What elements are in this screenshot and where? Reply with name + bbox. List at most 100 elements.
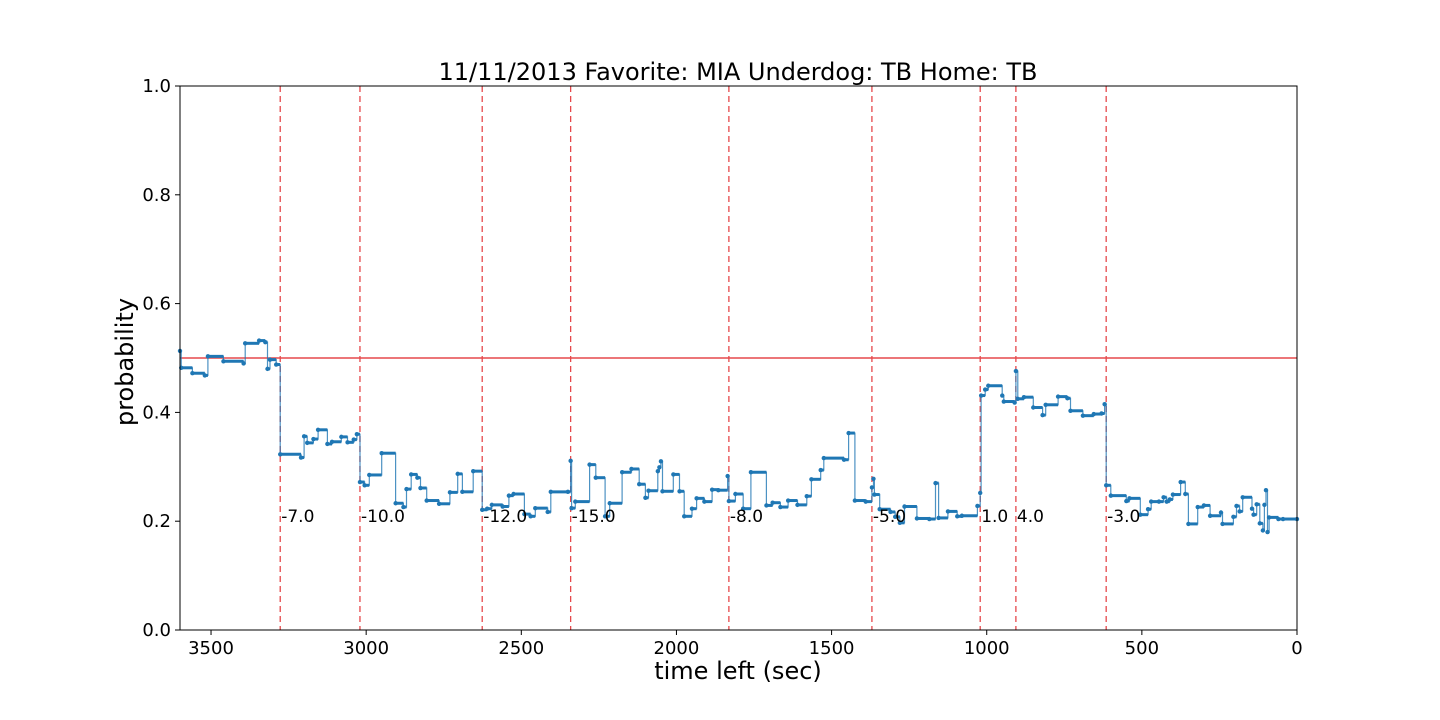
event-label: -8.0 xyxy=(730,507,763,527)
x-tick-label: 3000 xyxy=(343,638,389,659)
data-point xyxy=(982,387,988,392)
data-point xyxy=(565,489,571,495)
data-point xyxy=(694,496,699,501)
data-point xyxy=(846,430,851,436)
data-point xyxy=(657,465,662,470)
data-point xyxy=(795,502,800,508)
data-point xyxy=(408,472,414,477)
data-point xyxy=(489,502,495,508)
data-point xyxy=(778,504,783,510)
data-point xyxy=(278,452,283,457)
data-point xyxy=(1127,496,1132,501)
data-point xyxy=(809,477,814,482)
data-point xyxy=(646,488,651,493)
data-point xyxy=(1170,492,1176,497)
y-tick-label: 0.2 xyxy=(142,511,171,532)
data-point xyxy=(1263,487,1269,493)
data-point xyxy=(877,507,882,512)
data-point xyxy=(888,509,893,515)
data-point xyxy=(1266,515,1272,520)
data-point xyxy=(821,455,827,461)
data-point xyxy=(863,499,868,504)
data-point xyxy=(379,451,384,456)
data-point xyxy=(872,492,877,497)
data-point xyxy=(404,486,409,492)
data-point xyxy=(1231,514,1236,520)
data-point xyxy=(460,489,465,495)
data-point xyxy=(1186,521,1191,527)
data-point xyxy=(852,498,858,503)
data-point xyxy=(637,482,642,487)
x-tick-label: 500 xyxy=(1125,638,1159,659)
data-point xyxy=(329,439,335,444)
data-point xyxy=(841,457,847,462)
data-point xyxy=(975,503,980,509)
data-point xyxy=(1262,502,1267,508)
data-point xyxy=(447,490,453,495)
data-point xyxy=(500,504,505,509)
data-point xyxy=(511,491,516,497)
data-point xyxy=(770,500,775,505)
data-point xyxy=(1103,483,1109,488)
data-point xyxy=(733,491,738,497)
data-point xyxy=(1001,399,1006,404)
chart-title: 11/11/2013 Favorite: MIA Underdog: TB Ho… xyxy=(439,58,1038,86)
event-label: 1.0 xyxy=(981,507,1008,527)
data-point xyxy=(740,506,746,511)
data-point xyxy=(1161,495,1166,500)
x-tick-label: 2500 xyxy=(498,638,544,659)
data-point xyxy=(1276,516,1281,522)
data-point xyxy=(190,371,195,376)
data-point xyxy=(1065,396,1070,401)
data-point xyxy=(726,498,732,504)
data-point xyxy=(1280,516,1286,522)
data-point xyxy=(660,489,665,494)
data-point xyxy=(548,489,553,495)
data-point xyxy=(1021,394,1027,400)
data-point xyxy=(1012,400,1017,405)
data-point xyxy=(1156,499,1162,504)
data-point xyxy=(748,470,754,475)
data-point xyxy=(436,501,442,506)
data-point xyxy=(418,485,423,491)
data-point xyxy=(725,473,730,479)
data-point xyxy=(354,431,360,437)
data-point xyxy=(202,373,208,378)
data-point xyxy=(351,437,356,442)
event-label: 4.0 xyxy=(1017,507,1044,527)
data-point xyxy=(1249,506,1255,511)
data-point xyxy=(593,475,598,480)
x-tick-label: 2000 xyxy=(654,638,700,659)
data-point xyxy=(1237,509,1242,514)
data-point xyxy=(1055,394,1061,399)
data-point xyxy=(1080,413,1086,418)
data-point xyxy=(785,498,791,503)
data-point xyxy=(362,483,367,488)
y-tick-label: 0.6 xyxy=(142,294,171,315)
data-point xyxy=(959,513,965,518)
data-point xyxy=(702,499,707,504)
data-point xyxy=(241,361,246,366)
data-point xyxy=(643,495,648,501)
data-point xyxy=(1031,405,1036,410)
data-point xyxy=(1000,393,1005,398)
data-point xyxy=(1201,503,1207,508)
x-axis-title: time left (sec) xyxy=(654,657,822,685)
data-point xyxy=(1220,521,1225,527)
data-point xyxy=(484,506,490,511)
data-point xyxy=(1040,412,1045,418)
data-point xyxy=(682,514,687,519)
data-point xyxy=(573,499,578,504)
y-axis: 0.0 0.2 0.4 0.6 0.8 1.0 xyxy=(142,76,180,641)
data-point xyxy=(1108,493,1114,498)
data-point xyxy=(455,471,460,477)
data-point xyxy=(869,485,875,490)
data-point xyxy=(205,354,211,359)
data-point xyxy=(367,472,372,478)
data-point xyxy=(1178,479,1183,485)
data-point xyxy=(1167,497,1172,502)
data-point xyxy=(415,475,420,480)
data-point xyxy=(305,440,310,446)
data-point xyxy=(1043,402,1048,407)
data-point xyxy=(533,505,538,511)
